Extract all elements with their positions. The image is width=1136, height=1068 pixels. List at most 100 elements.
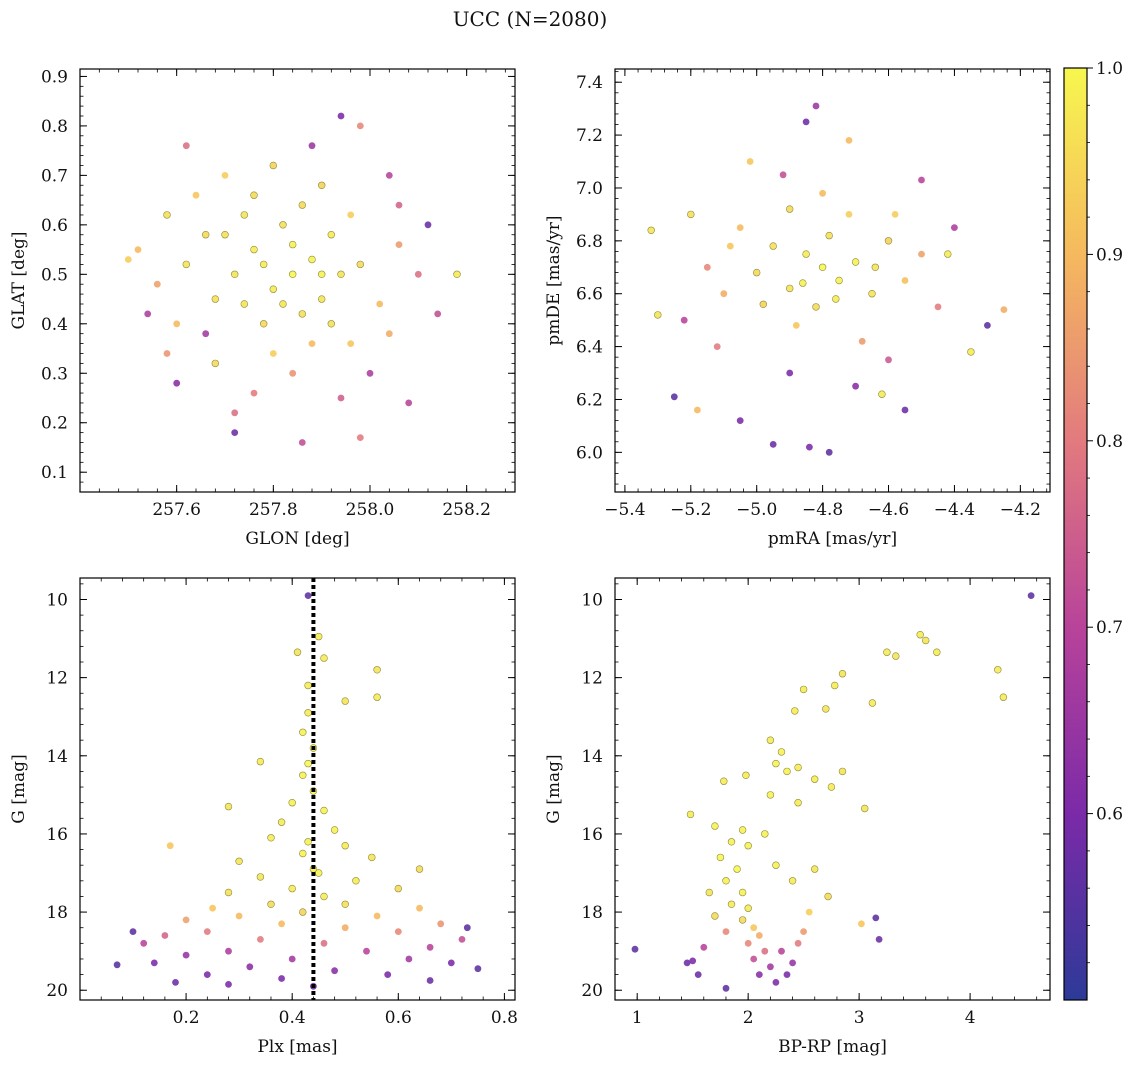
scatter-point (231, 409, 239, 417)
x-tick-label: 0.6 (385, 1008, 412, 1028)
scatter-point (716, 853, 725, 862)
scatter-point (240, 211, 249, 219)
scatter-point (738, 826, 747, 834)
scatter-point (416, 904, 423, 912)
scatter-point (150, 959, 158, 967)
scatter-point (202, 231, 210, 239)
scatter-point (868, 290, 876, 298)
scatter-point (166, 842, 174, 850)
scatter-point (304, 592, 312, 599)
scatter-point (783, 767, 791, 776)
scatter-point (395, 201, 403, 209)
scatter-point (231, 429, 239, 436)
scatter-point (806, 443, 813, 451)
scatter-point (736, 417, 744, 424)
y-tick-label: 14 (46, 747, 68, 767)
y-tick-label: 20 (581, 981, 603, 1001)
scatter-point (395, 241, 403, 249)
scatter-point (746, 158, 754, 165)
scatter-point (415, 865, 424, 873)
x-tick-label: −4.6 (868, 500, 909, 520)
y-tick-label: 10 (581, 590, 603, 610)
scatter-point (320, 939, 328, 947)
scatter-point (318, 295, 326, 303)
scatter-point (299, 728, 307, 736)
scatter-point (366, 369, 374, 377)
y-tick-label: 6.0 (576, 443, 603, 463)
scatter-point (858, 920, 865, 928)
scatter-point (779, 171, 787, 179)
scatter-point (288, 798, 296, 807)
y-tick-label: 0.1 (41, 463, 68, 483)
scatter-point (298, 310, 306, 318)
scatter-point (722, 928, 730, 935)
scatter-points (113, 592, 482, 990)
y-tick-label: 0.2 (41, 414, 68, 434)
scatter-point (257, 936, 264, 943)
scatter-point (738, 916, 747, 924)
y-axis-label: GLAT [deg] (9, 231, 29, 329)
scatter-point (221, 231, 229, 239)
scatter-point (802, 118, 810, 126)
scatter-point (792, 322, 800, 329)
scatter-point (394, 928, 402, 935)
axes-frame (79, 577, 516, 1001)
scatter-point (921, 636, 930, 645)
scatter-point (812, 303, 820, 311)
scatter-point (785, 205, 794, 213)
scatter-point (394, 884, 402, 893)
scatter-point (799, 279, 807, 287)
x-axis-label: BP-RP [mag] (778, 1037, 887, 1057)
scatter-point (744, 841, 752, 850)
scatter-point (742, 771, 750, 779)
scatter-point (267, 900, 275, 908)
scatter-point (766, 791, 775, 799)
scatter-point (875, 936, 883, 943)
scatter-point (720, 777, 728, 785)
y-tick-label: 0.8 (41, 117, 68, 137)
scatter-point (308, 142, 316, 150)
scatter-point (260, 260, 268, 269)
scatter-point (225, 981, 232, 988)
scatter-point (680, 316, 688, 324)
scatter-point (163, 211, 171, 219)
scatter-point (738, 888, 747, 897)
colorbar-tick-label: 0.7 (1096, 618, 1123, 638)
scatter-point (845, 211, 853, 218)
scatter-point (766, 736, 775, 744)
y-tick-label: 0.5 (41, 265, 68, 285)
scatter-point (838, 767, 847, 776)
scatter-point (434, 310, 442, 318)
scatter-points (124, 112, 461, 446)
scatter-point (289, 240, 297, 249)
scatter-point (341, 924, 349, 932)
scatter-point (799, 685, 808, 694)
scatter-point (772, 759, 780, 768)
scatter-point (999, 693, 1008, 701)
scatter-points (631, 592, 1035, 992)
scatter-point (830, 681, 839, 690)
colorbar-tick-label: 1.0 (1096, 59, 1123, 79)
scatter-point (838, 669, 847, 678)
scatter-point (463, 924, 471, 932)
scatter-point (356, 260, 364, 269)
scatter-point (298, 201, 306, 209)
scatter-point (711, 822, 719, 830)
scatter-point (858, 337, 866, 345)
scatter-point (750, 955, 758, 963)
scatter-point (772, 861, 780, 869)
y-tick-label: 6.6 (576, 285, 603, 305)
scatter-point (250, 245, 258, 254)
scatter-point (458, 936, 466, 943)
y-tick-label: 7.2 (576, 126, 603, 146)
y-tick-label: 18 (581, 903, 603, 923)
scatter-point (318, 270, 326, 278)
scatter-point (279, 300, 287, 308)
scatter-point (819, 189, 826, 197)
scatter-point (269, 285, 277, 293)
y-tick-label: 10 (46, 590, 68, 610)
scatter-point (892, 652, 900, 660)
scatter-point (347, 211, 355, 219)
scatter-point (832, 295, 840, 303)
scatter-point (901, 406, 909, 414)
